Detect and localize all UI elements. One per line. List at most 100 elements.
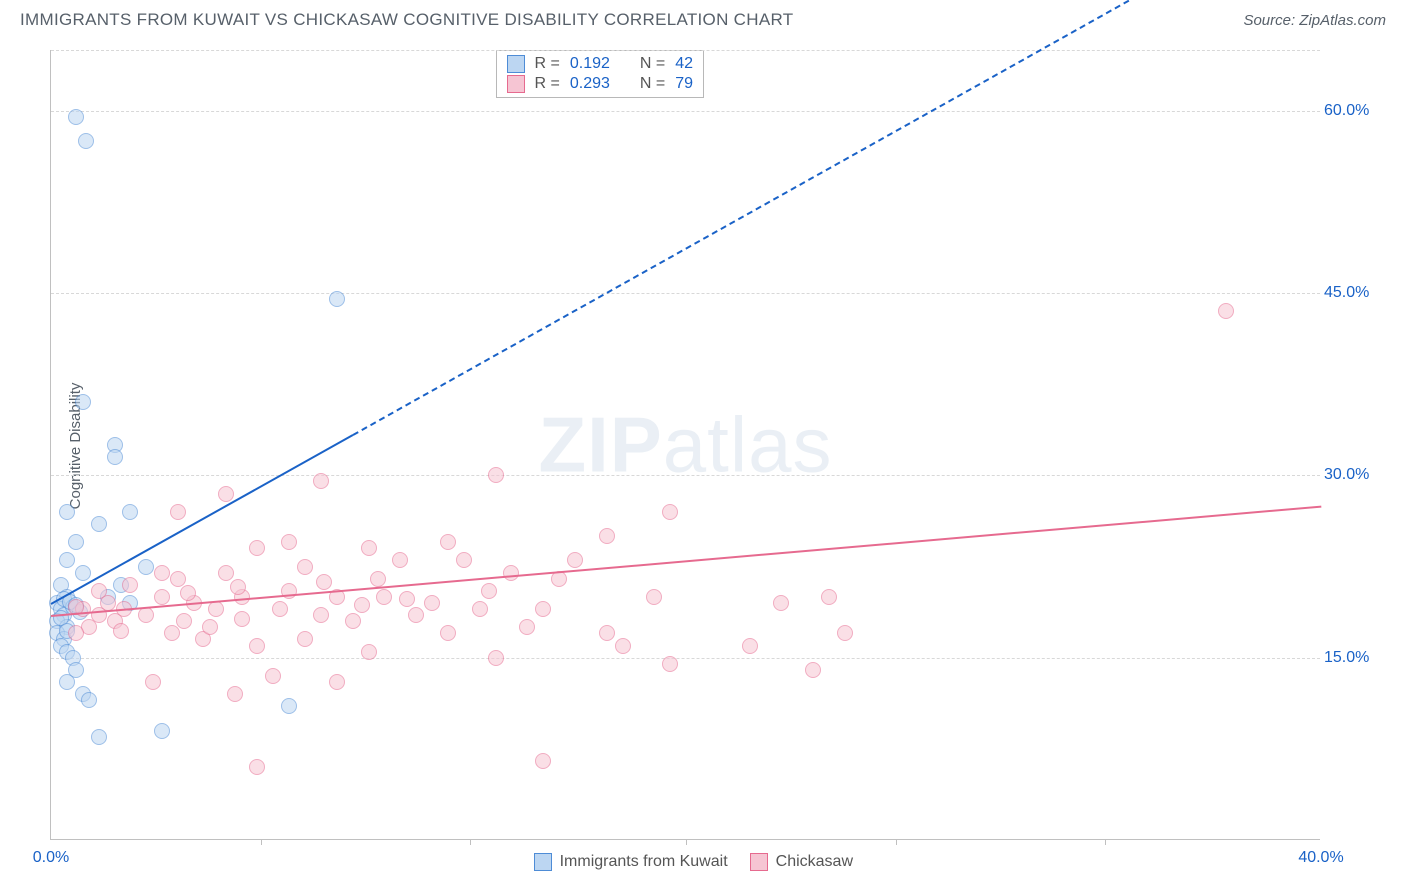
data-point [1218, 303, 1234, 319]
data-point [535, 753, 551, 769]
data-point [145, 674, 161, 690]
grid-line [51, 293, 1320, 294]
y-tick-label: 15.0% [1324, 649, 1394, 667]
data-point [361, 644, 377, 660]
source-attribution: Source: ZipAtlas.com [1243, 12, 1386, 29]
data-point [646, 589, 662, 605]
data-point [354, 597, 370, 613]
data-point [176, 613, 192, 629]
data-point [316, 574, 332, 590]
data-point [170, 571, 186, 587]
data-point [154, 589, 170, 605]
data-point [329, 291, 345, 307]
legend-row: R =0.293N =79 [507, 75, 694, 93]
data-point [370, 571, 386, 587]
legend-r-label: R = [535, 55, 560, 73]
y-tick-label: 30.0% [1324, 466, 1394, 484]
legend-r-value: 0.293 [570, 75, 610, 93]
data-point [662, 656, 678, 672]
data-point [281, 698, 297, 714]
legend-r-value: 0.192 [570, 55, 610, 73]
data-point [68, 109, 84, 125]
data-point [202, 619, 218, 635]
legend-n-label: N = [640, 55, 665, 73]
data-point [249, 540, 265, 556]
data-point [599, 528, 615, 544]
data-point [297, 631, 313, 647]
x-tick-mark [470, 839, 471, 845]
data-point [75, 394, 91, 410]
data-point [599, 625, 615, 641]
data-point [440, 534, 456, 550]
data-point [345, 613, 361, 629]
data-point [68, 534, 84, 550]
data-point [535, 601, 551, 617]
data-point [249, 759, 265, 775]
series-legend-label: Immigrants from Kuwait [560, 853, 728, 871]
grid-line [51, 475, 1320, 476]
data-point [68, 625, 84, 641]
data-point [138, 607, 154, 623]
data-point [75, 565, 91, 581]
data-point [281, 534, 297, 550]
grid-line [51, 658, 1320, 659]
correlation-legend: R =0.192N =42R =0.293N =79 [496, 50, 705, 98]
data-point [837, 625, 853, 641]
legend-n-value: 42 [675, 55, 693, 73]
data-point [313, 607, 329, 623]
chart-area: ZIPatlas R =0.192N =42R =0.293N =79 Immi… [50, 50, 1370, 850]
data-point [249, 638, 265, 654]
trend-line [51, 506, 1321, 617]
series-legend-item: Chickasaw [750, 853, 853, 871]
legend-swatch [507, 55, 525, 73]
data-point [107, 449, 123, 465]
data-point [170, 504, 186, 520]
data-point [376, 589, 392, 605]
series-legend-label: Chickasaw [776, 853, 853, 871]
data-point [122, 577, 138, 593]
series-legend: Immigrants from Kuwait Chickasaw [534, 853, 853, 871]
data-point [329, 674, 345, 690]
x-tick-label: 0.0% [33, 849, 69, 867]
grid-line [51, 111, 1320, 112]
data-point [227, 686, 243, 702]
legend-swatch [750, 853, 768, 871]
data-point [567, 552, 583, 568]
data-point [234, 611, 250, 627]
data-point [821, 589, 837, 605]
data-point [230, 579, 246, 595]
data-point [440, 625, 456, 641]
data-point [154, 723, 170, 739]
data-point [519, 619, 535, 635]
data-point [408, 607, 424, 623]
legend-swatch [534, 853, 552, 871]
data-point [472, 601, 488, 617]
data-point [208, 601, 224, 617]
data-point [91, 729, 107, 745]
data-point [742, 638, 758, 654]
data-point [122, 504, 138, 520]
series-legend-item: Immigrants from Kuwait [534, 853, 728, 871]
data-point [164, 625, 180, 641]
data-point [488, 467, 504, 483]
grid-line [51, 50, 1320, 51]
data-point [59, 674, 75, 690]
data-point [615, 638, 631, 654]
data-point [91, 516, 107, 532]
x-tick-mark [1105, 839, 1106, 845]
plot-area: ZIPatlas R =0.192N =42R =0.293N =79 Immi… [50, 50, 1320, 840]
data-point [424, 595, 440, 611]
data-point [662, 504, 678, 520]
data-point [265, 668, 281, 684]
data-point [59, 504, 75, 520]
data-point [503, 565, 519, 581]
y-tick-label: 45.0% [1324, 284, 1394, 302]
legend-n-value: 79 [675, 75, 693, 93]
data-point [773, 595, 789, 611]
data-point [805, 662, 821, 678]
legend-swatch [507, 75, 525, 93]
data-point [81, 692, 97, 708]
data-point [488, 650, 504, 666]
legend-n-label: N = [640, 75, 665, 93]
data-point [78, 133, 94, 149]
